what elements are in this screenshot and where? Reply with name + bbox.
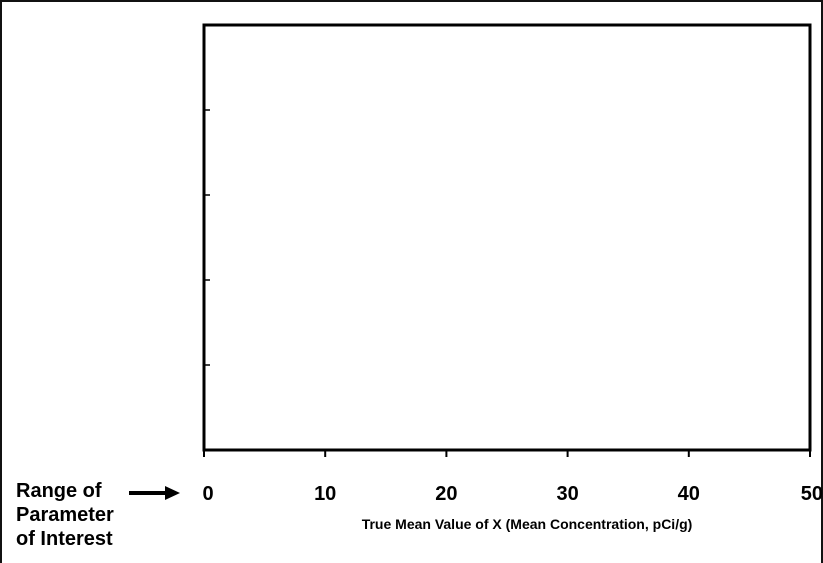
x-axis-title: True Mean Value of X (Mean Concentration… — [362, 516, 693, 532]
x-tick-labels: 0 10 20 30 40 50 — [202, 483, 823, 505]
x-tick-label-50: 50 — [801, 483, 823, 505]
range-of-parameter-label: Range of Parameter of Interest — [16, 479, 114, 551]
y-ticks — [204, 109, 210, 366]
range-label-line-3: of Interest — [16, 528, 113, 550]
x-tick-label-10: 10 — [314, 483, 336, 505]
plot-area — [202, 23, 812, 452]
x-ticks — [203, 450, 811, 457]
x-tick-label-30: 30 — [556, 483, 578, 505]
x-tick-label-20: 20 — [435, 483, 457, 505]
range-label-line-2: Parameter — [16, 504, 114, 526]
range-arrow-icon — [129, 486, 180, 500]
x-tick-label-0: 0 — [202, 483, 213, 505]
range-label-line-1: Range of — [16, 480, 102, 502]
x-tick-label-40: 40 — [678, 483, 700, 505]
